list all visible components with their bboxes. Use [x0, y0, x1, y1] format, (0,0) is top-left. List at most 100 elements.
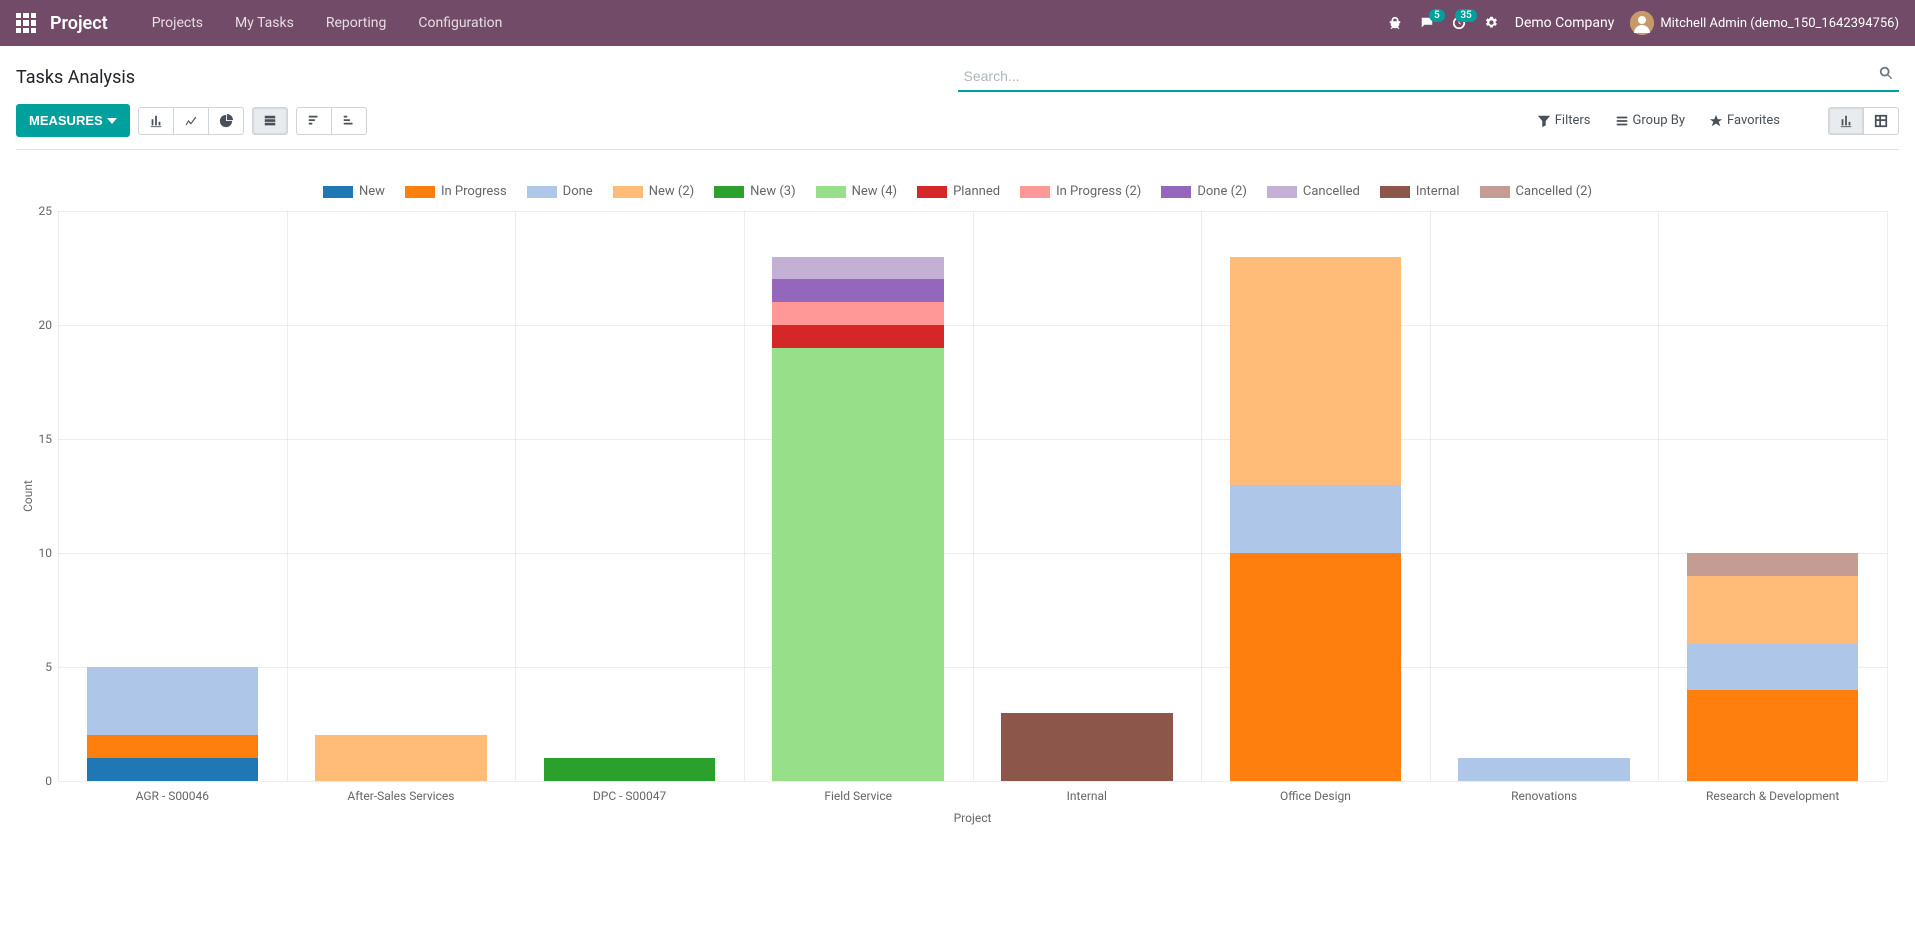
filters-button[interactable]: Filters [1537, 113, 1591, 128]
app-brand[interactable]: Project [50, 13, 108, 34]
nav-item[interactable]: Reporting [310, 15, 403, 31]
legend-label: Done (2) [1197, 184, 1247, 199]
legend-label: New (3) [750, 184, 795, 199]
legend-swatch [714, 186, 744, 198]
search-input[interactable] [958, 62, 1900, 92]
company-selector[interactable]: Demo Company [1515, 15, 1615, 31]
graph-view-button[interactable] [1828, 107, 1864, 135]
pie-chart-button[interactable] [208, 107, 244, 135]
bar-segment[interactable] [1230, 485, 1401, 553]
bar-segment[interactable] [1001, 713, 1172, 781]
measures-label: Measures [29, 113, 103, 128]
x-tick-label: DPC - S00047 [593, 781, 666, 803]
bar-segment[interactable] [87, 758, 258, 781]
legend-item[interactable]: Cancelled [1267, 184, 1360, 199]
legend-item[interactable]: In Progress [405, 184, 507, 199]
legend-item[interactable]: In Progress (2) [1020, 184, 1141, 199]
legend-swatch [405, 186, 435, 198]
bar-segment[interactable] [1230, 553, 1401, 781]
grid-line-v [1658, 211, 1659, 781]
chart-container: New In Progress Done New (2) New (3) New (4) P… [0, 166, 1915, 799]
bar-segment[interactable] [772, 257, 943, 280]
groupby-label: Group By [1633, 113, 1686, 128]
nav-item[interactable]: Configuration [402, 15, 518, 31]
legend-label: New [359, 184, 385, 199]
settings-icon[interactable] [1483, 15, 1499, 31]
y-tick-label: 10 [39, 546, 53, 560]
measures-button[interactable]: Measures [16, 104, 130, 137]
grid-line-v [1201, 211, 1202, 781]
bar-segment[interactable] [87, 667, 258, 735]
messages-icon[interactable]: 5 [1419, 15, 1435, 31]
grid-line-v [58, 211, 59, 781]
control-panel: Tasks Analysis Measures [0, 46, 1915, 166]
user-menu[interactable]: Mitchell Admin (demo_150_1642394756) [1630, 11, 1899, 35]
legend-swatch [1267, 186, 1297, 198]
bar-segment[interactable] [1687, 576, 1858, 644]
bar-chart-button[interactable] [138, 107, 174, 135]
bar-segment[interactable] [1687, 553, 1858, 576]
nav-item[interactable]: My Tasks [219, 15, 310, 31]
legend-label: Planned [953, 184, 1000, 199]
legend-label: New (4) [852, 184, 897, 199]
bar-segment[interactable] [1230, 257, 1401, 485]
x-tick-label: After-Sales Services [347, 781, 454, 803]
bar-segment[interactable] [1687, 644, 1858, 690]
legend-swatch [323, 186, 353, 198]
bar-segment[interactable] [772, 348, 943, 781]
legend-item[interactable]: Done (2) [1161, 184, 1247, 199]
bar-segment[interactable] [772, 325, 943, 348]
legend-item[interactable]: Internal [1380, 184, 1460, 199]
messages-badge: 5 [1429, 9, 1445, 22]
legend-item[interactable]: New (3) [714, 184, 795, 199]
bar-segment[interactable] [87, 735, 258, 758]
legend-swatch [1161, 186, 1191, 198]
bar-segment[interactable] [1458, 758, 1629, 781]
bar-column [772, 257, 943, 781]
legend-label: Cancelled [1303, 184, 1360, 199]
legend-item[interactable]: New (4) [816, 184, 897, 199]
legend-swatch [1380, 186, 1410, 198]
chart-type-group [138, 107, 244, 135]
sort-asc-button[interactable] [331, 107, 367, 135]
bar-segment[interactable] [1687, 690, 1858, 781]
activities-icon[interactable]: 35 [1451, 15, 1467, 31]
bar-column [1001, 713, 1172, 781]
bar-segment[interactable] [544, 758, 715, 781]
grid-line-v [1430, 211, 1431, 781]
legend-item[interactable]: New [323, 184, 385, 199]
line-chart-button[interactable] [173, 107, 209, 135]
legend-swatch [613, 186, 643, 198]
y-tick-label: 15 [39, 432, 53, 446]
legend-item[interactable]: Done [527, 184, 593, 199]
bar-segment[interactable] [772, 302, 943, 325]
x-tick-label: Field Service [824, 781, 892, 803]
legend-item[interactable]: New (2) [613, 184, 694, 199]
page-title: Tasks Analysis [16, 67, 135, 88]
x-tick-label: Renovations [1511, 781, 1577, 803]
bar-segment[interactable] [772, 279, 943, 302]
sort-desc-button[interactable] [296, 107, 332, 135]
view-switcher [1828, 107, 1899, 135]
bar-column [87, 667, 258, 781]
groupby-button[interactable]: Group By [1615, 113, 1686, 128]
bar-segment[interactable] [315, 735, 486, 781]
top-navbar: Project ProjectsMy TasksReportingConfigu… [0, 0, 1915, 46]
y-tick-label: 25 [39, 204, 53, 218]
legend-swatch [1480, 186, 1510, 198]
chart-canvas: Count Project AGR - S00046After-Sales Se… [18, 211, 1897, 781]
bar-column [315, 735, 486, 781]
apps-launcher-icon[interactable] [16, 13, 36, 33]
search-icon[interactable] [1879, 66, 1893, 84]
legend-item[interactable]: Cancelled (2) [1480, 184, 1592, 199]
plot-area: Project AGR - S00046After-Sales Services… [58, 211, 1887, 781]
pivot-view-button[interactable] [1863, 107, 1899, 135]
stacked-button[interactable] [252, 107, 288, 135]
navbar-left: Project ProjectsMy TasksReportingConfigu… [16, 13, 518, 34]
debug-icon[interactable] [1387, 15, 1403, 31]
legend-label: In Progress (2) [1056, 184, 1141, 199]
legend-swatch [816, 186, 846, 198]
favorites-button[interactable]: Favorites [1709, 113, 1780, 128]
legend-item[interactable]: Planned [917, 184, 1000, 199]
nav-item[interactable]: Projects [136, 15, 219, 31]
